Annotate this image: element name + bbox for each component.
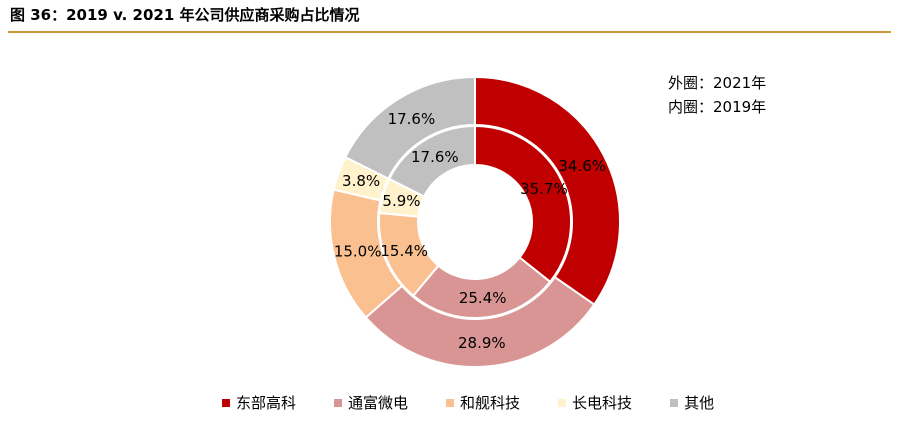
title-divider [8, 31, 891, 33]
inner-ring-slice-0 [474, 124, 572, 284]
legend-swatch [670, 398, 679, 407]
legend-item-other: 其他 [670, 392, 714, 413]
inner-ring-note: 内圈：2019年 [668, 98, 767, 116]
outer-ring-label-4: 17.6% [388, 110, 436, 128]
inner-ring-slice-4 [387, 124, 476, 198]
legend-item-changdian: 长电科技 [558, 392, 632, 413]
outer-ring-note: 外圈：2021年 [668, 74, 767, 92]
inner-ring-label-4: 17.6% [411, 148, 459, 166]
figure-title: 图 36：2019 v. 2021 年公司供应商采购占比情况 [10, 6, 360, 24]
legend-item-hejian: 和舰科技 [446, 392, 520, 413]
legend-label: 东部高科 [236, 394, 297, 412]
inner-ring-label-3: 5.9% [382, 192, 420, 210]
inner-ring-label-1: 25.4% [459, 289, 507, 307]
chart-legend: 东部高科 通富微电 和舰科技 长电科技 其他 [222, 392, 752, 413]
legend-item-dongbu: 东部高科 [222, 392, 296, 413]
outer-ring-label-1: 28.9% [458, 334, 506, 352]
legend-label: 和舰科技 [460, 394, 521, 412]
legend-item-tongfu: 通富微电 [334, 392, 408, 413]
legend-label: 其他 [684, 394, 715, 412]
inner-ring-label-0: 35.7% [520, 180, 568, 198]
legend-label: 通富微电 [348, 394, 409, 412]
outer-ring-label-2: 15.0% [334, 243, 382, 261]
legend-swatch [334, 398, 343, 407]
inner-ring-label-2: 15.4% [380, 242, 428, 260]
legend-label: 长电科技 [572, 394, 633, 412]
outer-ring-label-0: 34.6% [558, 157, 606, 175]
legend-swatch [222, 398, 230, 407]
outer-ring-label-3: 3.8% [342, 172, 380, 190]
legend-swatch [446, 398, 455, 407]
legend-swatch [558, 398, 567, 407]
